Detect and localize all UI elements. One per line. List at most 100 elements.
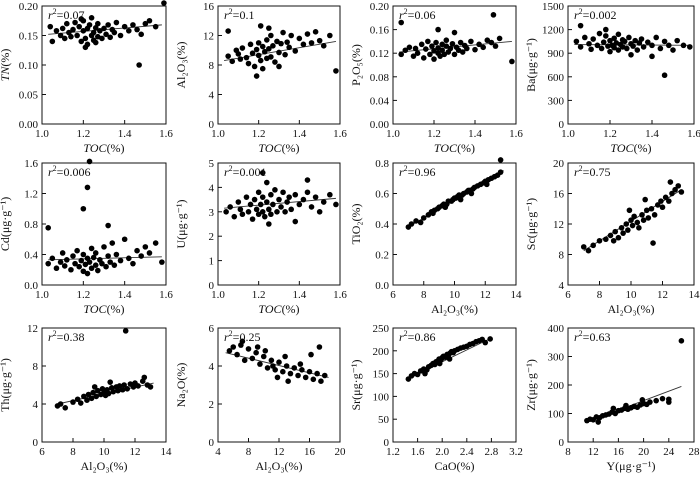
data-point (229, 58, 236, 65)
data-point (57, 259, 64, 265)
y-axis-label: P₂O₅(%) (349, 44, 363, 86)
data-point (276, 49, 282, 56)
r2-annotation: r2=0.38 (48, 329, 84, 344)
data-point (68, 33, 74, 40)
y-tick-label: 8 (33, 361, 39, 373)
data-point (653, 397, 659, 404)
data-point (651, 212, 658, 218)
data-point (449, 40, 456, 47)
data-point (316, 37, 323, 44)
r2-annotation: r2=0.63 (574, 329, 610, 344)
data-point (408, 221, 415, 227)
data-point (264, 199, 270, 205)
data-point (119, 386, 126, 393)
data-point (278, 40, 284, 47)
data-point (659, 204, 666, 211)
data-point (662, 194, 669, 201)
data-point (300, 196, 307, 203)
data-point (645, 39, 651, 45)
x-tick-label: 10 (449, 289, 461, 301)
x-tick-label: 12 (130, 446, 141, 458)
data-point (70, 399, 76, 405)
data-point (284, 199, 290, 205)
data-point (427, 51, 433, 58)
x-tick-label: 1.4 (468, 128, 482, 140)
y-axis-label: TiO₂(%) (349, 203, 363, 244)
data-point (487, 336, 493, 342)
x-tick-label: 1.2 (603, 128, 617, 140)
data-point (414, 50, 421, 56)
data-point (658, 198, 664, 204)
data-point (615, 234, 622, 241)
data-point (623, 221, 630, 227)
x-axis-label: TOC(%) (258, 302, 299, 316)
data-point (86, 259, 93, 265)
data-point (435, 45, 441, 51)
data-point (103, 31, 109, 38)
data-point (590, 242, 596, 249)
x-tick-label: 10 (99, 446, 111, 458)
x-axis-label: Al₂O₃(%) (431, 302, 478, 316)
data-point (422, 370, 428, 377)
data-point (648, 205, 655, 212)
data-point (113, 19, 120, 26)
data-point (430, 210, 436, 217)
data-point (101, 244, 107, 250)
data-point (595, 419, 602, 425)
x-tick-label: 1.2 (76, 128, 90, 140)
data-point (53, 265, 60, 272)
data-point (509, 58, 515, 65)
data-point (59, 25, 66, 32)
x-tick-label: 1.6 (159, 289, 173, 301)
data-point (653, 34, 659, 41)
y-tick-label: 1.6 (24, 158, 38, 170)
data-point (103, 263, 109, 270)
data-point (235, 199, 242, 205)
data-point (243, 54, 250, 61)
data-point (598, 45, 605, 52)
x-tick-label: 8 (597, 289, 603, 301)
data-point (257, 201, 264, 208)
data-point (259, 65, 266, 72)
data-point (245, 60, 252, 67)
data-point (268, 211, 274, 218)
data-point (675, 183, 682, 189)
data-point (72, 19, 78, 26)
data-point (291, 365, 298, 371)
data-point (625, 227, 631, 233)
data-point (276, 196, 282, 203)
x-axis-label: Al₂O₃(%) (80, 459, 127, 473)
data-point (59, 250, 66, 256)
panel-cd-toc: 1.0 1.2 1.4 1.6 0.0 0.4 0.8 1.2 1.6 r2=0.006 TOC(%… (0, 158, 173, 316)
data-point (121, 23, 128, 30)
data-point (72, 260, 78, 267)
data-point (262, 348, 269, 354)
data-point (70, 253, 76, 259)
y-tick-label: 1 (209, 256, 215, 268)
data-point (122, 328, 129, 334)
y-tick-label: 4 (559, 280, 565, 292)
data-point (264, 179, 270, 186)
data-point (314, 370, 320, 377)
data-point (78, 257, 85, 264)
data-point (623, 402, 629, 409)
data-point (111, 29, 118, 36)
y-tick-label: 0.16 (370, 25, 390, 37)
data-point (282, 51, 288, 58)
r2-annotation: r2=0.001 (224, 164, 266, 179)
y-tick-label: 300 (548, 95, 565, 107)
data-point (223, 209, 229, 215)
y-axis-label: Ba(μg·g⁻¹) (524, 38, 538, 92)
data-point (97, 27, 103, 34)
data-point (621, 38, 628, 45)
y-tick-label: 200 (373, 346, 390, 358)
data-point (253, 46, 260, 53)
y-tick-label: 0.10 (19, 60, 39, 72)
data-point (306, 368, 313, 375)
data-point (680, 42, 687, 49)
data-point (268, 357, 275, 364)
data-point (457, 196, 464, 203)
data-point (316, 344, 323, 350)
data-point (247, 201, 254, 208)
r2-annotation: r2=0.25 (224, 329, 260, 344)
